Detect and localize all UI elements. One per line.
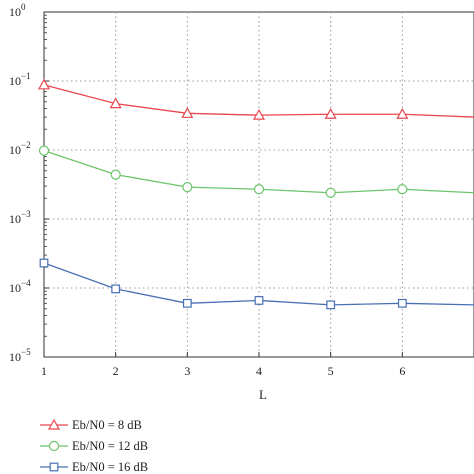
y-tick-exponent: −1 [21,71,31,81]
series-2-point [110,169,121,180]
series-1-point [37,78,51,90]
y-tick-label: 100 [9,2,26,19]
x-tick-label: 2 [113,364,119,378]
y-tick-label: 10−4 [9,278,31,295]
y-tick-exponent: −2 [21,140,31,150]
series-3-point [111,284,121,294]
x-tick-label: 1 [41,364,47,378]
y-tick-base: 10 [9,281,21,295]
series-2 [38,145,474,198]
series-3-point [397,298,407,308]
legend: Eb/N0 = 8 dB Eb/N0 = 12 dB Eb/N0 = 16 dB [40,418,148,474]
series-2-point [38,145,50,156]
series-lines [37,78,474,310]
y-tick-base: 10 [9,143,21,157]
x-axis-label: L [259,387,267,402]
legend-label: Eb/N0 = 16 dB [72,460,148,474]
y-tick-label: 10−3 [9,209,31,226]
legend-marker [49,462,59,472]
y-tick-label: 10−1 [9,71,31,88]
y-tick-base: 10 [9,350,21,364]
series-1 [37,78,474,120]
series-1-point [396,107,409,119]
series-1-point [324,107,337,119]
series-2-point [325,187,336,198]
x-tick-label: 4 [256,364,262,378]
y-tick-exponent: 0 [21,2,26,12]
series-1-point [252,108,266,120]
x-tick-label: 3 [184,364,190,378]
y-tick-base: 10 [9,212,21,226]
legend-marker [47,418,61,430]
y-tick-base: 10 [9,74,21,88]
series-2-point [182,181,193,193]
x-tick-label: 6 [399,364,405,378]
y-tick-exponent: −5 [21,347,31,357]
series-1-point [109,97,122,109]
y-tick-label: 10−5 [9,347,31,364]
y-tick-exponent: −4 [21,278,31,288]
series-3-point [39,258,49,268]
y-tick-label: 10−2 [9,140,31,157]
series-2-point [253,184,265,195]
series-1-point [181,107,194,118]
y-tick-exponent: −3 [21,209,31,219]
legend-marker [48,440,60,452]
y-tick-base: 10 [9,5,21,19]
legend-label: Eb/N0 = 8 dB [72,418,142,432]
legend-entry-1: Eb/N0 = 8 dB [40,418,142,432]
legend-label: Eb/N0 = 12 dB [72,439,148,453]
series-2-point [397,184,408,195]
legend-entry-3: Eb/N0 = 16 dB [40,460,148,474]
series-3-point [182,298,192,308]
series-3 [39,258,474,310]
series-3-point [254,296,264,305]
series-3-point [326,300,336,310]
legend-entry-2: Eb/N0 = 12 dB [40,439,148,453]
x-tick-label: 5 [328,364,334,378]
